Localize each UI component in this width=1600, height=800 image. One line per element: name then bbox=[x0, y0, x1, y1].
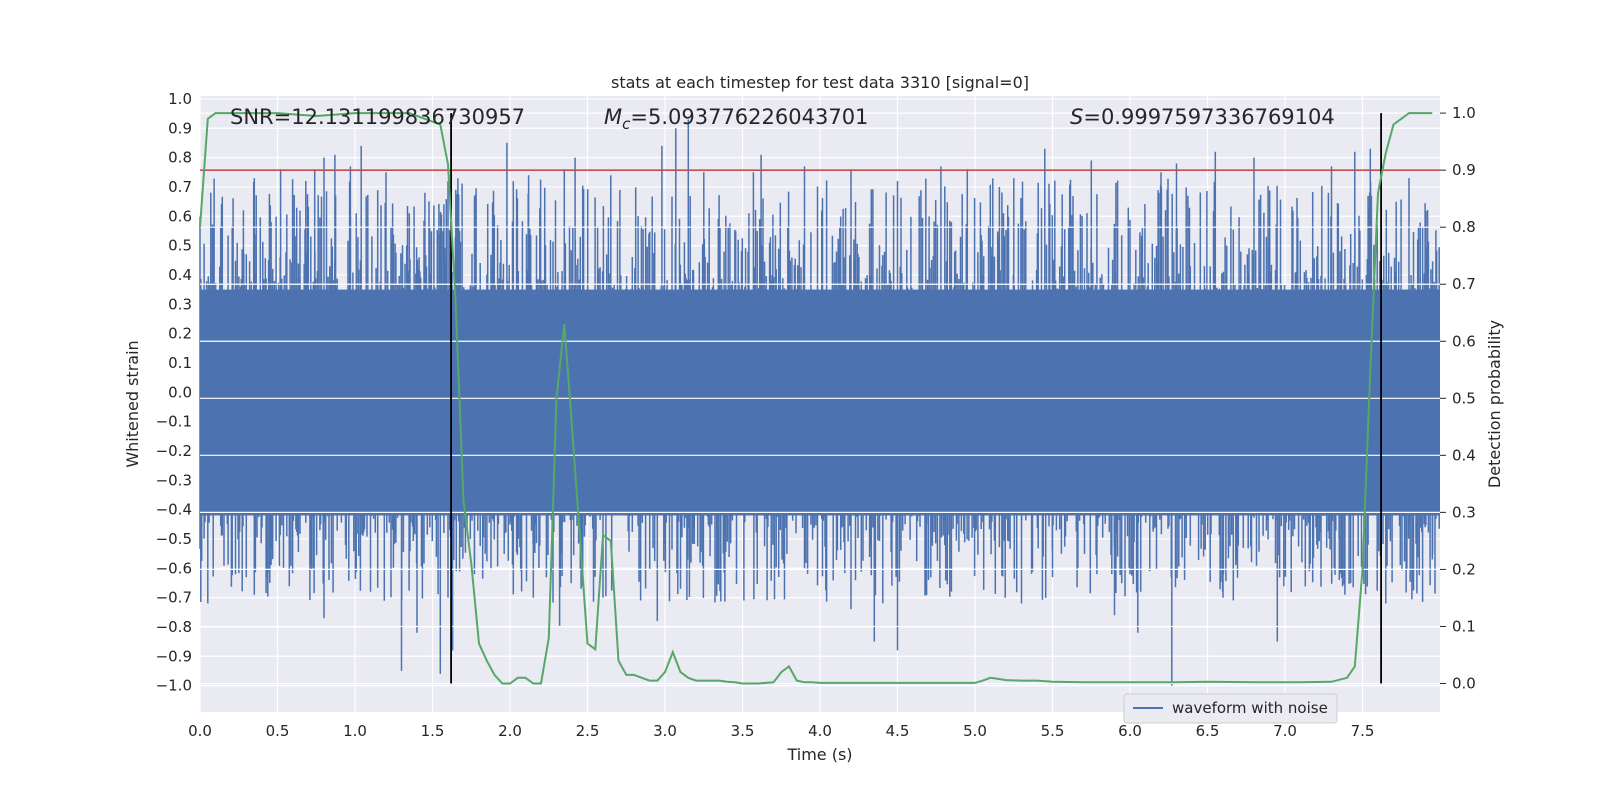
chirp-mass-annotation: Mc=5.093776226043701 bbox=[604, 105, 868, 133]
x-tick-label: 5.5 bbox=[1041, 722, 1065, 740]
s-value: =0.9997597336769104 bbox=[1083, 105, 1334, 129]
waveform-series bbox=[199, 119, 1440, 686]
x-tick-label: 1.0 bbox=[343, 722, 367, 740]
legend: waveform with noise bbox=[1123, 693, 1338, 724]
left-y-tick-label: −0.6 bbox=[156, 559, 192, 577]
left-y-tick-label: −0.9 bbox=[156, 647, 192, 665]
legend-box bbox=[1123, 693, 1338, 724]
left-y-tick-label: −0.1 bbox=[156, 413, 192, 431]
x-tick-label: 2.5 bbox=[576, 722, 600, 740]
left-y-tick-label: 1.0 bbox=[168, 90, 192, 108]
right-y-axis-label: Detection probability bbox=[1485, 320, 1504, 488]
right-y-tick-label: 0.6 bbox=[1452, 332, 1476, 350]
left-y-tick-label: 0.5 bbox=[168, 237, 192, 255]
x-tick-label: 1.5 bbox=[421, 722, 445, 740]
left-y-tick-label: −0.5 bbox=[156, 530, 192, 548]
right-y-tick-label: 0.7 bbox=[1452, 275, 1476, 293]
right-y-axis: 1.0 0.9 0.8 0.7 0.6 0.5 0.4 0.3 0.2 0.1 0.0 bbox=[1440, 104, 1476, 692]
x-tick-label: 0.0 bbox=[188, 722, 212, 740]
left-y-tick-label: 0.7 bbox=[168, 178, 192, 196]
x-axis-label: Time (s) bbox=[786, 745, 852, 764]
left-y-tick-label: 0.6 bbox=[168, 207, 192, 225]
right-y-tick-label: 0.5 bbox=[1452, 389, 1476, 407]
legend-entry: waveform with noise bbox=[1172, 699, 1328, 717]
left-y-tick-label: −0.7 bbox=[156, 589, 192, 607]
x-tick-label: 6.5 bbox=[1196, 722, 1220, 740]
chart-title: stats at each timestep for test data 331… bbox=[611, 73, 1029, 92]
x-tick-label: 7.0 bbox=[1273, 722, 1297, 740]
right-y-tick-label: 0.1 bbox=[1452, 617, 1476, 635]
left-y-tick-label: −0.3 bbox=[156, 471, 192, 489]
right-y-tick-label: 0.2 bbox=[1452, 560, 1476, 578]
right-y-tick-label: 0.8 bbox=[1452, 218, 1476, 236]
snr-annotation: SNR=12.131199836730957 bbox=[230, 105, 525, 129]
left-y-axis-label: Whitened strain bbox=[123, 340, 142, 467]
x-tick-label: 6.0 bbox=[1118, 722, 1142, 740]
probability-line bbox=[199, 112, 1433, 685]
chirp-mass-subscript: c bbox=[622, 115, 631, 133]
left-y-tick-label: −1.0 bbox=[156, 677, 192, 695]
x-tick-label: 7.5 bbox=[1351, 722, 1375, 740]
chirp-mass-value: =5.093776226043701 bbox=[630, 105, 868, 129]
s-symbol: S bbox=[1070, 105, 1083, 129]
probability-series bbox=[199, 112, 1433, 685]
left-y-tick-label: −0.8 bbox=[156, 618, 192, 636]
x-tick-label: 0.5 bbox=[266, 722, 290, 740]
left-y-tick-label: 0.0 bbox=[168, 383, 192, 401]
right-y-tick-label: 0.4 bbox=[1452, 446, 1476, 464]
left-y-tick-label: 0.1 bbox=[168, 354, 192, 372]
left-y-tick-label: −0.4 bbox=[156, 501, 192, 519]
left-y-tick-label: −0.2 bbox=[156, 442, 192, 460]
x-tick-label: 4.0 bbox=[808, 722, 832, 740]
waveform-line bbox=[199, 119, 1440, 686]
x-tick-label: 5.0 bbox=[963, 722, 987, 740]
left-y-tick-label: 0.3 bbox=[168, 295, 192, 313]
right-y-tick-label: 0.3 bbox=[1452, 503, 1476, 521]
x-tick-label: 3.5 bbox=[731, 722, 755, 740]
left-y-tick-label: 0.9 bbox=[168, 119, 192, 137]
left-y-tick-label: 0.4 bbox=[168, 266, 192, 284]
chirp-mass-symbol: M bbox=[604, 105, 622, 129]
right-y-tick-label: 0.9 bbox=[1452, 161, 1476, 179]
left-y-tick-label: 0.2 bbox=[168, 325, 192, 343]
x-tick-label: 2.0 bbox=[498, 722, 522, 740]
left-y-tick-label: 0.8 bbox=[168, 149, 192, 167]
x-axis: 0.0 0.5 1.0 1.5 2.0 2.5 3.0 3.5 4.0 4.5 5.0 5.5 6.0 6… bbox=[188, 722, 1374, 740]
right-y-tick-label: 1.0 bbox=[1452, 104, 1476, 122]
left-y-axis: 1.0 0.9 0.8 0.7 0.6 0.5 0.4 0.3 0.2 0.1 0.0 −0.1 −0.… bbox=[156, 90, 192, 695]
x-tick-label: 3.0 bbox=[653, 722, 677, 740]
s-annotation: S=0.9997597336769104 bbox=[1070, 105, 1335, 129]
x-tick-label: 4.5 bbox=[886, 722, 910, 740]
right-y-tick-label: 0.0 bbox=[1452, 674, 1476, 692]
